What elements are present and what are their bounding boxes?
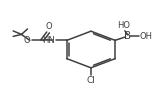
Text: O: O xyxy=(46,22,52,31)
Text: OH: OH xyxy=(140,32,153,41)
Text: O: O xyxy=(23,36,30,45)
Text: Cl: Cl xyxy=(86,76,95,85)
Text: HO: HO xyxy=(117,21,130,30)
Text: B: B xyxy=(124,31,131,41)
Text: HN: HN xyxy=(42,36,55,45)
